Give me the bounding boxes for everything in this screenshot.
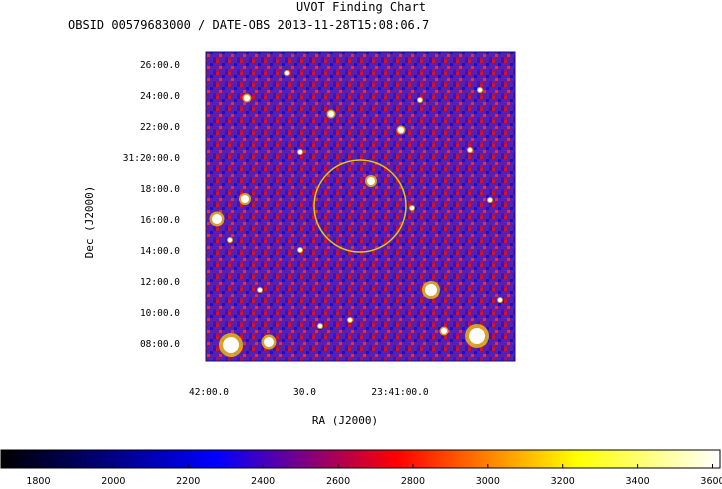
y-tick-label: 10:00.0 bbox=[140, 308, 180, 319]
x-tick-label: 42:00.0 bbox=[189, 387, 229, 398]
y-tick-label: 24:00.0 bbox=[140, 91, 180, 102]
stars bbox=[209, 70, 503, 357]
y-tick-label: 26:00.0 bbox=[140, 60, 180, 71]
star bbox=[264, 337, 274, 347]
star bbox=[258, 288, 262, 292]
chart-title: UVOT Finding Chart bbox=[295, 0, 427, 14]
star bbox=[425, 284, 437, 296]
colorbar-tick-label: 3600 bbox=[700, 476, 722, 487]
colorbar-ticks: 1800 2000 2200 2400 2600 2800 3000 3200 3400 3600 bbox=[26, 464, 722, 487]
star bbox=[285, 71, 289, 75]
y-tick-label: 14:00.0 bbox=[140, 246, 180, 257]
y-tick-label: 16:00.0 bbox=[140, 215, 180, 226]
y-tick-label: 31:20:00.0 bbox=[123, 153, 180, 164]
colorbar-tick-label: 2600 bbox=[326, 476, 350, 487]
star bbox=[228, 238, 232, 242]
star bbox=[328, 111, 334, 117]
chart-subtitle: OBSID 00579683000 / DATE-OBS 2013-11-28T… bbox=[68, 18, 430, 32]
x-tick-labels: 42:00.0 30.0 23:41:00.0 bbox=[189, 387, 429, 398]
star bbox=[212, 214, 222, 224]
colorbar-tick-label: 2000 bbox=[101, 476, 125, 487]
y-tick-label: 18:00.0 bbox=[140, 184, 180, 195]
star bbox=[398, 127, 404, 133]
colorbar-tick-label: 3400 bbox=[626, 476, 650, 487]
target-circle bbox=[313, 159, 407, 253]
colorbar-tick-label: 2400 bbox=[251, 476, 275, 487]
star bbox=[318, 324, 322, 328]
colorbar-tick-label: 3000 bbox=[476, 476, 500, 487]
star bbox=[441, 328, 447, 334]
colorbar-tick-label: 2200 bbox=[176, 476, 200, 487]
y-tick-label: 22:00.0 bbox=[140, 122, 180, 133]
star bbox=[244, 95, 250, 101]
star bbox=[418, 98, 422, 102]
sky-image bbox=[205, 51, 516, 362]
star bbox=[223, 337, 239, 353]
y-tick-label: 08:00.0 bbox=[140, 339, 180, 350]
colorbar-tick-label: 2800 bbox=[401, 476, 425, 487]
x-tick-label: 30.0 bbox=[293, 387, 316, 398]
star bbox=[498, 298, 502, 302]
y-axis-label: Dec (J2000) bbox=[83, 186, 96, 259]
star bbox=[348, 318, 352, 322]
x-tick-label: 23:41:00.0 bbox=[371, 387, 428, 398]
star bbox=[367, 177, 375, 185]
star bbox=[478, 88, 482, 92]
star bbox=[488, 198, 492, 202]
star bbox=[410, 206, 414, 210]
star bbox=[241, 195, 249, 203]
y-tick-label: 12:00.0 bbox=[140, 277, 180, 288]
star bbox=[468, 148, 472, 152]
star bbox=[469, 328, 485, 344]
colorbar-tick-label: 3200 bbox=[551, 476, 575, 487]
x-axis-label: RA (J2000) bbox=[312, 414, 378, 427]
y-tick-labels: 26:00.0 24:00.0 22:00.0 31:20:00.0 18:00.0 16… bbox=[123, 60, 180, 350]
colorbar-tick-label: 1800 bbox=[26, 476, 50, 487]
star bbox=[298, 150, 302, 154]
colorbar bbox=[0, 449, 721, 469]
star bbox=[298, 248, 302, 252]
